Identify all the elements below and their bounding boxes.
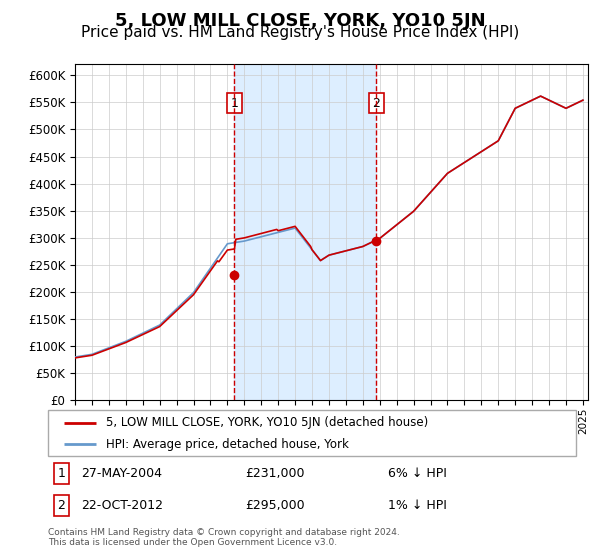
Text: 5, LOW MILL CLOSE, YORK, YO10 5JN: 5, LOW MILL CLOSE, YORK, YO10 5JN bbox=[115, 12, 485, 30]
Text: HPI: Average price, detached house, York: HPI: Average price, detached house, York bbox=[106, 437, 349, 450]
Text: £295,000: £295,000 bbox=[245, 499, 305, 512]
Text: 1: 1 bbox=[57, 467, 65, 480]
Text: 5, LOW MILL CLOSE, YORK, YO10 5JN (detached house): 5, LOW MILL CLOSE, YORK, YO10 5JN (detac… bbox=[106, 417, 428, 430]
Text: 2: 2 bbox=[57, 499, 65, 512]
Text: 1: 1 bbox=[230, 96, 238, 110]
Text: 22-OCT-2012: 22-OCT-2012 bbox=[81, 499, 163, 512]
Text: Price paid vs. HM Land Registry's House Price Index (HPI): Price paid vs. HM Land Registry's House … bbox=[81, 25, 519, 40]
Text: £231,000: £231,000 bbox=[245, 467, 305, 480]
Text: Contains HM Land Registry data © Crown copyright and database right 2024.
This d: Contains HM Land Registry data © Crown c… bbox=[48, 528, 400, 547]
Bar bbox=[235, 64, 376, 400]
Text: 2: 2 bbox=[373, 96, 380, 110]
Text: 27-MAY-2004: 27-MAY-2004 bbox=[82, 467, 163, 480]
FancyBboxPatch shape bbox=[48, 410, 576, 456]
Text: 6% ↓ HPI: 6% ↓ HPI bbox=[388, 467, 447, 480]
Text: 1% ↓ HPI: 1% ↓ HPI bbox=[388, 499, 447, 512]
